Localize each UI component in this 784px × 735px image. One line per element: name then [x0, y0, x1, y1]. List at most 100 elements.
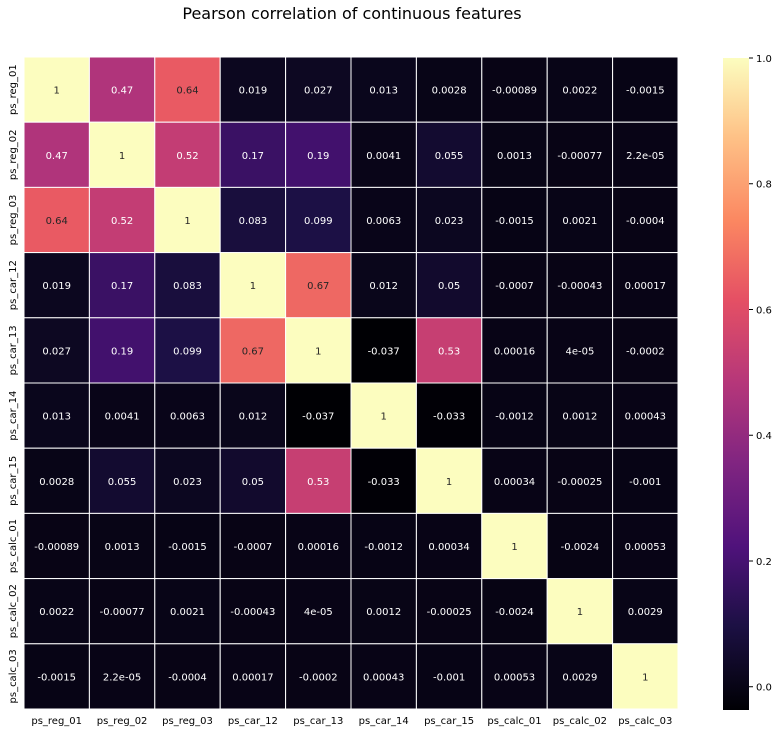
cell-value-label: -0.00089 — [34, 542, 79, 553]
cell-value-label: -0.0015 — [168, 542, 207, 553]
heatmap-cell — [415, 252, 483, 319]
heatmap-cell — [612, 643, 679, 710]
heatmap-cell — [23, 643, 90, 710]
x-tick-label: ps_car_14 — [359, 716, 409, 727]
heatmap-cell — [546, 186, 614, 254]
cell-value-label: 0.67 — [307, 281, 329, 292]
cell-value-label: 2.2e-05 — [626, 151, 664, 162]
y-tick-label: ps_car_12 — [8, 260, 19, 310]
heatmap-cell — [154, 512, 221, 580]
heatmap-cell — [23, 382, 90, 449]
heatmap-cell — [481, 643, 548, 710]
cell-value-label: 0.00053 — [625, 542, 666, 553]
cell-value-label: 0.0012 — [562, 412, 597, 423]
cell-value-label: -0.00025 — [427, 607, 472, 618]
cell-value-label: 1 — [642, 672, 648, 683]
x-tick-label: ps_reg_03 — [162, 716, 213, 727]
heatmap-cell — [23, 56, 90, 123]
cell-value-label: -0.0002 — [626, 346, 665, 357]
cell-value-label: 1 — [446, 477, 452, 488]
cell-value-label: 0.52 — [176, 151, 198, 162]
cell-value-label: 0.0021 — [562, 216, 597, 227]
x-tick-label: ps_car_12 — [228, 716, 278, 727]
cell-value-label: 0.00043 — [625, 412, 666, 423]
heatmap-cell — [88, 56, 156, 123]
heatmap-cell — [546, 382, 614, 449]
heatmap-cell — [350, 382, 417, 449]
cell-value-label: -0.0024 — [495, 607, 534, 618]
cell-value-label: 1 — [381, 412, 387, 423]
cell-value-label: -0.0007 — [495, 281, 534, 292]
heatmap-cell — [481, 317, 548, 384]
heatmap-cell — [612, 56, 679, 123]
heatmap-cell — [415, 578, 483, 645]
heatmap-cell — [612, 578, 679, 645]
y-tick-label: ps_calc_03 — [8, 649, 19, 703]
cell-value-label: -0.037 — [302, 412, 334, 423]
heatmap-cell — [481, 56, 548, 123]
cell-value-label: 1 — [184, 216, 190, 227]
x-tick-label: ps_reg_02 — [97, 716, 148, 727]
cell-value-label: 0.012 — [239, 412, 268, 423]
heatmap-cell — [612, 447, 679, 514]
heatmap-cell — [350, 317, 417, 384]
cell-value-label: -0.001 — [629, 477, 661, 488]
cell-value-label: -0.0004 — [168, 672, 207, 683]
heatmap-cell — [546, 252, 614, 319]
heatmap-cell — [415, 121, 483, 188]
cell-value-label: 0.019 — [42, 281, 71, 292]
x-axis-ticks: ps_reg_01 ps_reg_02 ps_reg_03 ps_car_12 ps_c… — [31, 716, 672, 727]
heatmap-cell — [219, 56, 287, 123]
heatmap-cell — [154, 186, 221, 254]
cell-value-label: 0.00016 — [494, 346, 535, 357]
heatmap-cell — [88, 186, 156, 254]
cell-value-label: 0.0022 — [39, 607, 74, 618]
cell-value-label: 0.0021 — [170, 607, 205, 618]
cell-value-label: 0.53 — [307, 477, 329, 488]
cell-value-label: 0.47 — [46, 151, 68, 162]
cell-value-label: -0.00077 — [100, 607, 145, 618]
cell-value-label: 0.055 — [108, 477, 137, 488]
cell-value-label: 0.083 — [239, 216, 268, 227]
heatmap-cell — [154, 56, 221, 123]
heatmap-cell — [546, 643, 614, 710]
x-tick-label: ps_car_13 — [293, 716, 343, 727]
heatmap-cell — [219, 643, 287, 710]
cell-value-label: 0.0063 — [366, 216, 401, 227]
cell-value-label: -0.0012 — [364, 542, 403, 553]
y-tick-label: ps_reg_03 — [8, 195, 19, 246]
cell-value-label: 0.055 — [435, 151, 464, 162]
heatmap-cell — [481, 186, 548, 254]
cell-value-label: 0.083 — [173, 281, 202, 292]
colorbar-tick-label: 1.0 — [756, 54, 772, 65]
cell-value-label: 0.019 — [239, 86, 268, 97]
x-tick-label: ps_calc_02 — [553, 716, 607, 727]
heatmap-cell — [285, 512, 352, 580]
cell-value-label: 0.027 — [42, 346, 71, 357]
heatmap-cell — [154, 317, 221, 384]
heatmap-cell — [285, 382, 352, 449]
cell-value-label: 0.0029 — [628, 607, 663, 618]
cell-value-label: 0.00053 — [494, 672, 535, 683]
cell-value-label: 0.0012 — [366, 607, 401, 618]
cell-value-label: -0.0024 — [561, 542, 600, 553]
heatmap-cell — [612, 512, 679, 580]
cell-value-label: -0.0002 — [299, 672, 338, 683]
cell-value-label: 0.05 — [438, 281, 460, 292]
heatmap-cell — [23, 447, 90, 514]
cell-value-label: 1 — [250, 281, 256, 292]
heatmap-cell — [23, 252, 90, 319]
cell-value-label: 1 — [315, 346, 321, 357]
heatmap-cell — [415, 643, 483, 710]
heatmap-cell — [481, 447, 548, 514]
heatmap-cell — [350, 512, 417, 580]
cell-value-label: 0.0013 — [105, 542, 140, 553]
cell-value-label: 0.0063 — [170, 412, 205, 423]
heatmap-cell — [88, 317, 156, 384]
cell-value-label: 0.05 — [242, 477, 264, 488]
cell-value-label: 0.023 — [173, 477, 202, 488]
heatmap-cell — [350, 56, 417, 123]
heatmap-cell — [88, 643, 156, 710]
cell-value-label: 0.00043 — [363, 672, 404, 683]
cell-value-label: 0.0029 — [562, 672, 597, 683]
